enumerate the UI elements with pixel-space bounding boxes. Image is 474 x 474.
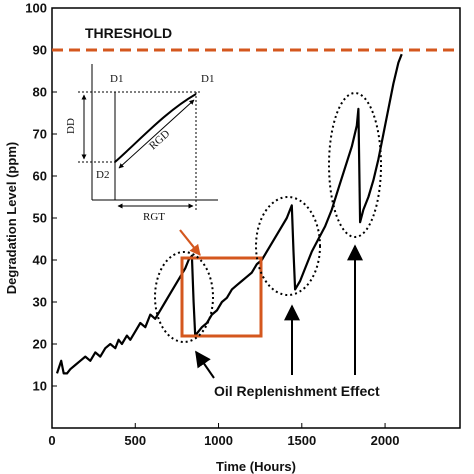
annotation-arrow-1 <box>195 350 215 379</box>
x-tick-label: 1500 <box>287 433 316 448</box>
inset-diagram: D1 D1 D2 DD RGD RGT <box>65 64 218 223</box>
replenishment-ellipse-3 <box>328 92 382 238</box>
inset-rgd-arrow <box>118 99 195 169</box>
series-line <box>55 53 403 375</box>
replenishment-box-1 <box>180 256 263 338</box>
x-tick-label: 0 <box>48 433 55 448</box>
inset-label-d1-right: D1 <box>201 73 214 85</box>
inset-label-rgt: RGT <box>143 211 165 223</box>
threshold-label: THRESHOLD <box>85 25 172 41</box>
inset-label-d2: D2 <box>96 169 109 181</box>
y-axis: 10 20 30 40 50 60 70 80 90 100 <box>25 1 57 394</box>
x-tick-label: 500 <box>124 433 146 448</box>
replenishment-ellipse-1 <box>154 251 214 343</box>
y-tick-label: 70 <box>33 127 47 142</box>
replenishment-ellipse-2 <box>255 196 321 296</box>
plot-area <box>51 7 461 429</box>
y-tick-label: 90 <box>33 43 47 58</box>
orange-pointer-arrow <box>179 229 201 256</box>
x-tick-label: 1000 <box>204 433 233 448</box>
y-tick-label: 20 <box>33 337 47 352</box>
y-tick-label: 50 <box>33 211 47 226</box>
inset-degradation-curve <box>114 93 197 163</box>
inset-label-d1-left: D1 <box>110 73 123 85</box>
y-tick-label: 80 <box>33 85 47 100</box>
x-tick-label: 2000 <box>371 433 400 448</box>
y-tick-label: 30 <box>33 295 47 310</box>
y-tick-label: 60 <box>33 169 47 184</box>
x-axis: 0 500 1000 1500 2000 <box>48 423 400 448</box>
y-tick-label: 100 <box>25 1 47 16</box>
inset-label-dd: DD <box>65 118 77 134</box>
inset-label-rgd: RGD <box>147 128 172 152</box>
y-tick-label: 40 <box>33 253 47 268</box>
y-tick-label: 10 <box>33 379 47 394</box>
annotation-label: Oil Replenishment Effect <box>214 383 380 399</box>
y-axis-title: Degradation Level (ppm) <box>4 142 19 294</box>
x-axis-title: Time (Hours) <box>216 459 296 474</box>
